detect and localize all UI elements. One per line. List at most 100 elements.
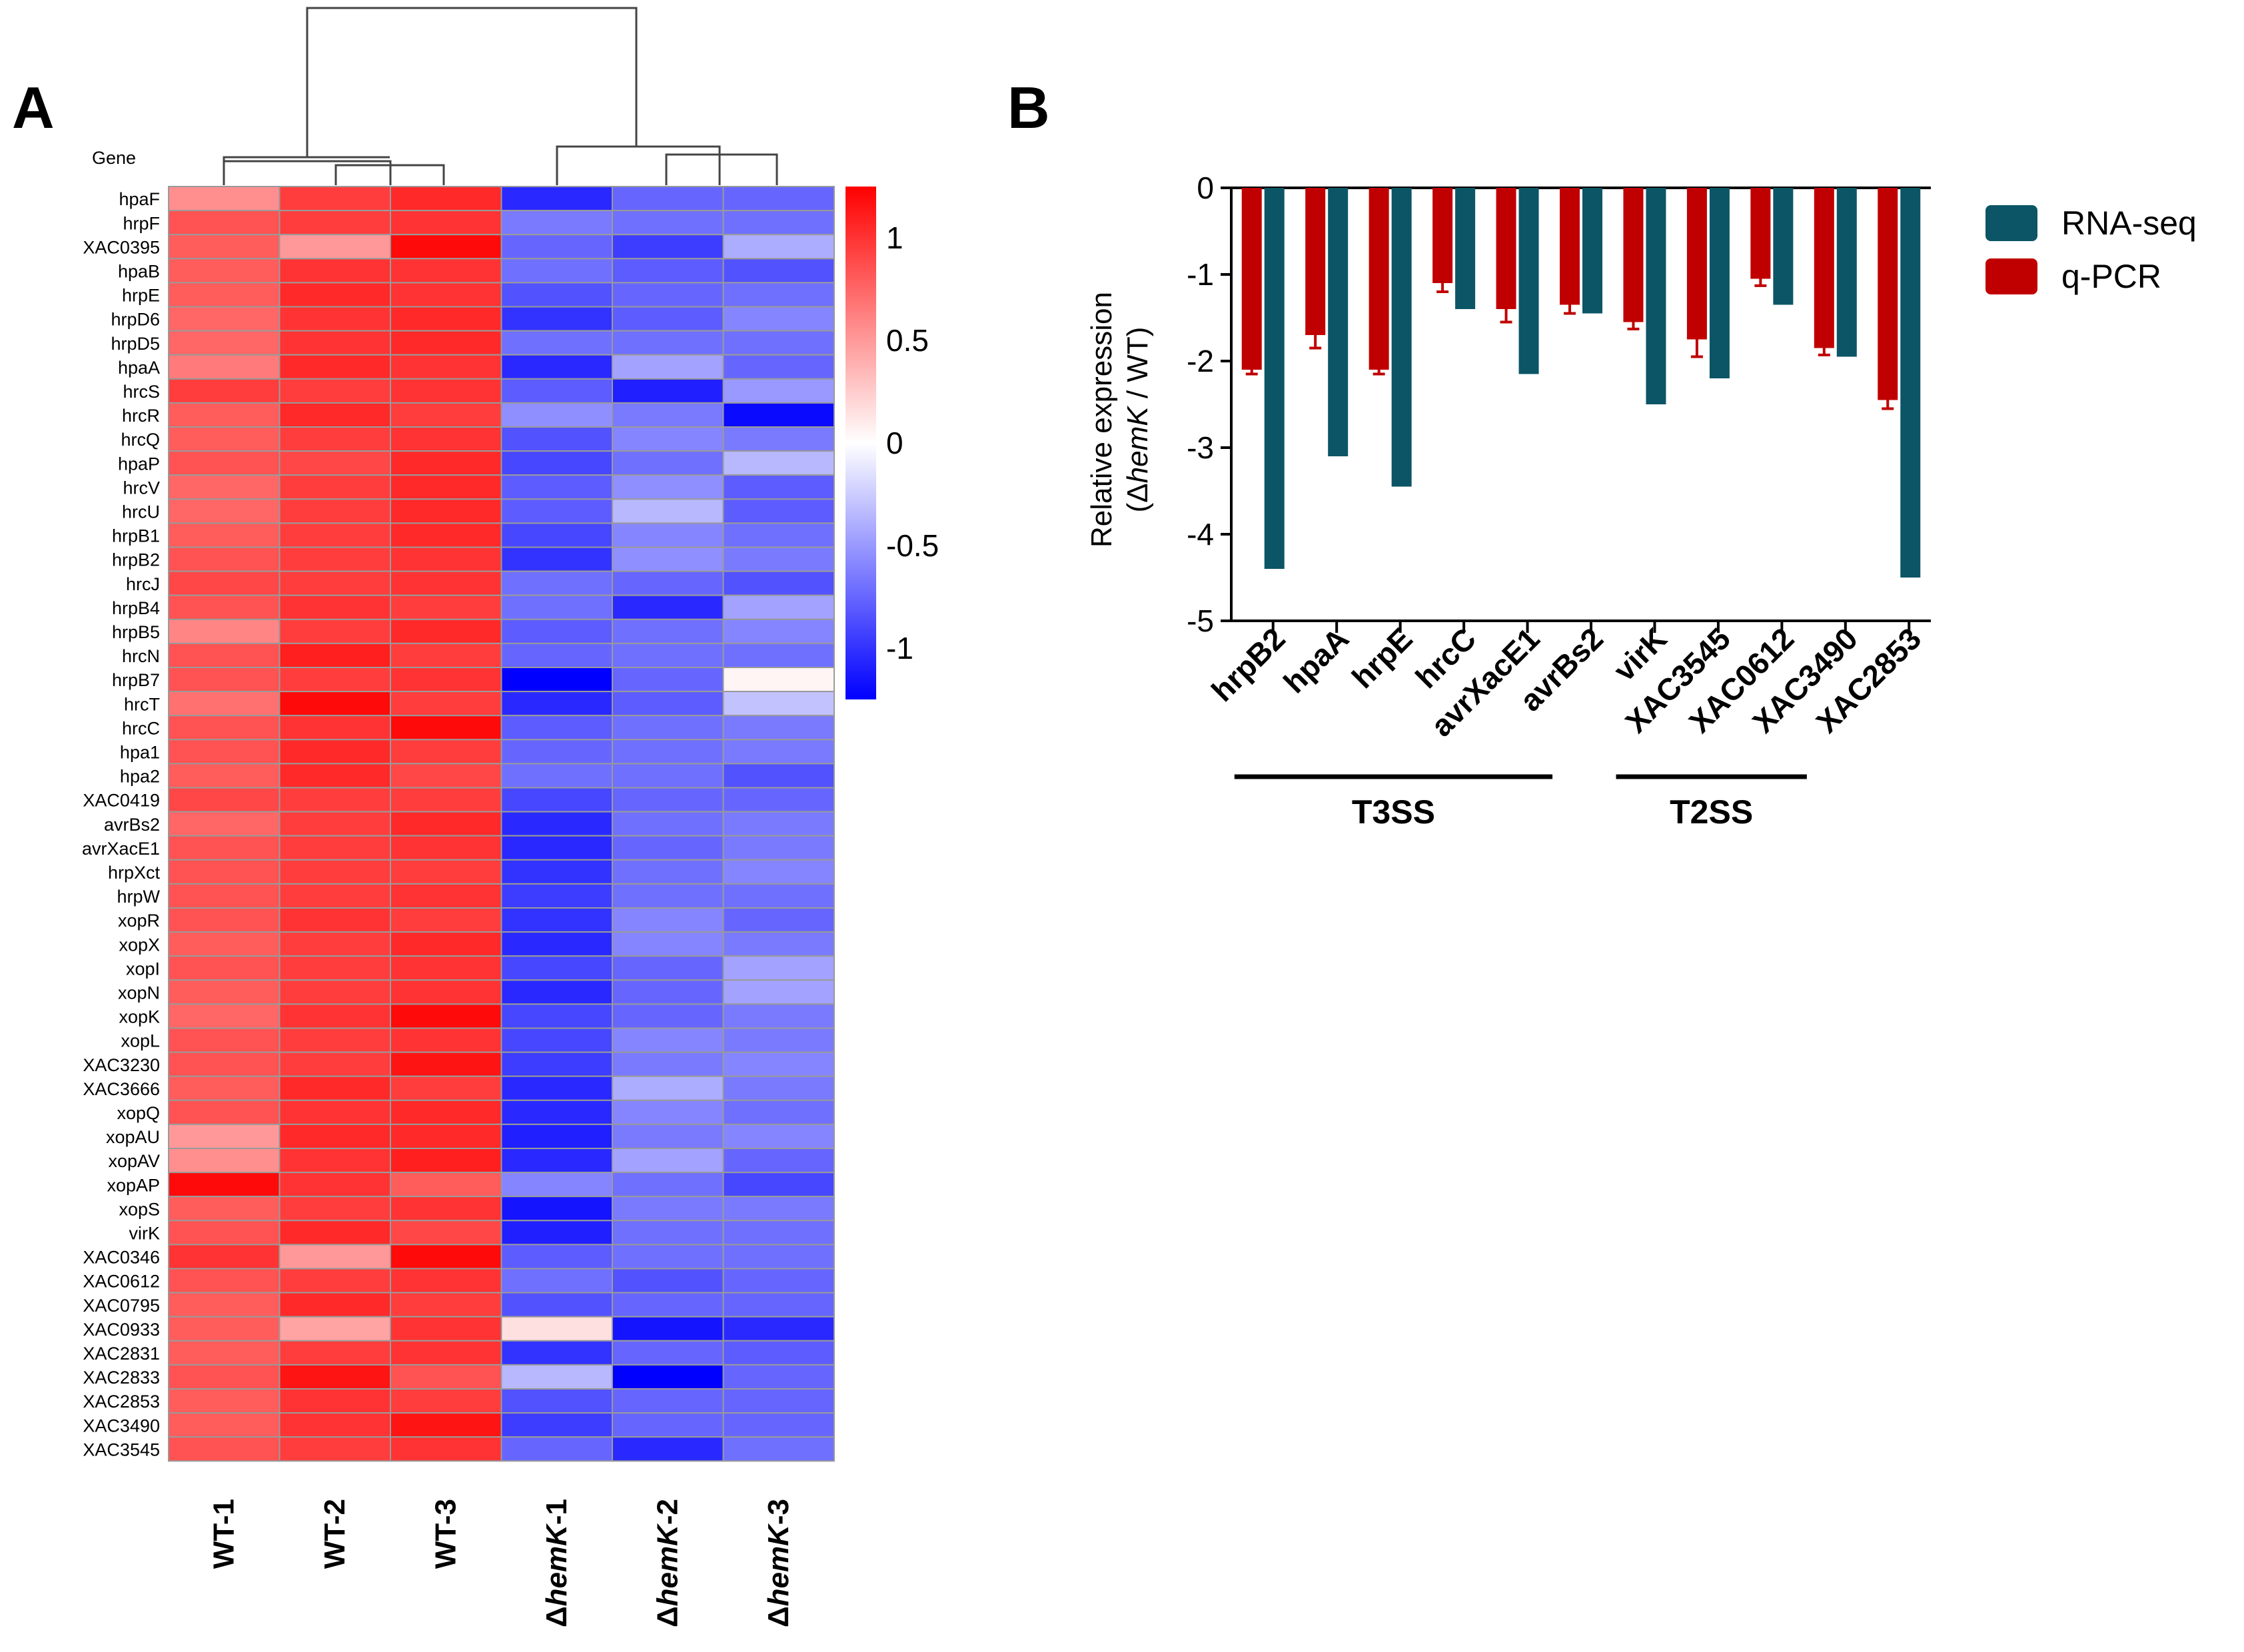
heatmap-cell (500, 546, 613, 572)
y-tick-label: -1 (1187, 257, 1214, 292)
heatmap-cell (722, 594, 835, 620)
dendrogram-branch-hemk (556, 145, 721, 185)
column-label-suffix: WT-1 (207, 1499, 240, 1569)
heatmap-cell (279, 1220, 391, 1246)
heatmap-cell (279, 1123, 391, 1150)
heatmap-cell (279, 1172, 391, 1198)
heatmap-cell (390, 1051, 502, 1077)
heatmap-cell (500, 426, 613, 452)
heatmap-cell (279, 1003, 391, 1029)
heatmap-row-label: hpaB (118, 261, 160, 281)
column-label-suffix: WT-2 (318, 1499, 351, 1569)
bar-rnaseq (1328, 188, 1349, 456)
heatmap-cell (390, 667, 502, 693)
heatmap-cell (390, 931, 502, 957)
heatmap-cell (612, 979, 724, 1005)
heatmap-row-label: hpaF (119, 189, 160, 209)
heatmap-cell (279, 763, 391, 789)
group-label: T3SS (1352, 793, 1435, 831)
heatmap-cell (612, 1268, 724, 1294)
heatmap-cell (390, 715, 502, 741)
heatmap-cell (722, 1220, 835, 1246)
heatmap-cell (722, 907, 835, 933)
heatmap-cell (390, 1027, 502, 1053)
heatmap-cell (722, 258, 835, 284)
heatmap-row-label: hrpB5 (112, 622, 160, 642)
column-label-italic: hemK (762, 1523, 795, 1606)
heatmap-cell (722, 570, 835, 596)
heatmap-cell (722, 186, 835, 212)
column-label-suffix: WT-3 (429, 1499, 462, 1569)
heatmap-cell (168, 474, 280, 500)
heatmap-cell (612, 1244, 724, 1270)
heatmap-cell (168, 378, 280, 404)
heatmap-cell (168, 1244, 280, 1270)
heatmap-cell (279, 1364, 391, 1390)
heatmap-cell (279, 570, 391, 596)
legend-swatch (1985, 205, 2037, 241)
bar-rnaseq (1582, 188, 1602, 314)
heatmap-cell (168, 450, 280, 476)
bar-qpcr (1623, 188, 1644, 322)
heatmap-cell (279, 594, 391, 620)
heatmap-cell (500, 787, 613, 813)
heatmap-cell (500, 354, 613, 380)
heatmap-row-label: hrpD5 (111, 334, 160, 354)
heatmap-row-label: XAC3230 (83, 1055, 160, 1075)
heatmap-row-label: hrcU (122, 502, 160, 522)
heatmap-cell (500, 1196, 613, 1222)
heatmap-cell (168, 1051, 280, 1077)
heatmap-cell (612, 1051, 724, 1077)
heatmap-cell (500, 691, 613, 717)
heatmap-cell (390, 474, 502, 500)
bar-rnaseq (1391, 188, 1412, 487)
heatmap-cell (722, 811, 835, 837)
heatmap-cell (722, 1436, 835, 1462)
heatmap-cell (500, 1220, 613, 1246)
heatmap-cell (279, 1388, 391, 1414)
heatmap-cell (722, 691, 835, 717)
heatmap-cell (168, 979, 280, 1005)
heatmap-cell (500, 931, 613, 957)
heatmap-cell (612, 1412, 724, 1438)
y-axis-label-open: (Δ (1121, 483, 1154, 512)
y-tick-label: -2 (1187, 344, 1214, 378)
heatmap-row-label: hrpE (122, 286, 160, 306)
heatmap-row-label: XAC2831 (83, 1344, 160, 1364)
heatmap-cell (612, 931, 724, 957)
heatmap-row-label: hrcV (123, 478, 160, 498)
heatmap-cell (722, 1123, 835, 1150)
heatmap-cell (612, 570, 724, 596)
heatmap-cell (612, 1436, 724, 1462)
heatmap-cell (612, 811, 724, 837)
heatmap-row-label: XAC0419 (83, 791, 160, 811)
heatmap-row-label: hrpB7 (112, 670, 160, 690)
heatmap-cell (168, 955, 280, 981)
heatmap-cell (612, 1172, 724, 1198)
y-tick-label: -3 (1187, 430, 1214, 465)
heatmap-cell (612, 282, 724, 308)
heatmap-cell (279, 234, 391, 260)
heatmap-cell (500, 811, 613, 837)
heatmap-row-label: hrpB1 (112, 526, 160, 546)
heatmap-cell (390, 1003, 502, 1029)
heatmap-cell (390, 859, 502, 885)
heatmap-cell (500, 739, 613, 765)
heatmap-cell (168, 1316, 280, 1342)
heatmap-cell (722, 739, 835, 765)
heatmap-cell (168, 282, 280, 308)
heatmap-cell (168, 306, 280, 332)
heatmap-cell (168, 1099, 280, 1125)
heatmap-cell (722, 1268, 835, 1294)
color-scale-tick-label: 0 (886, 426, 903, 460)
heatmap-cell (390, 883, 502, 909)
heatmap-column-label: WT-1 (207, 1499, 240, 1569)
heatmap-row-label: hrpW (117, 887, 160, 907)
heatmap-row-label: hrcJ (126, 574, 160, 594)
bar-qpcr (1878, 188, 1898, 400)
legend-swatch (1985, 258, 2037, 294)
heatmap-cell (279, 907, 391, 933)
heatmap-row-label: hrpB4 (112, 598, 160, 618)
y-tick-label: -4 (1187, 517, 1214, 552)
heatmap-cell (390, 258, 502, 284)
